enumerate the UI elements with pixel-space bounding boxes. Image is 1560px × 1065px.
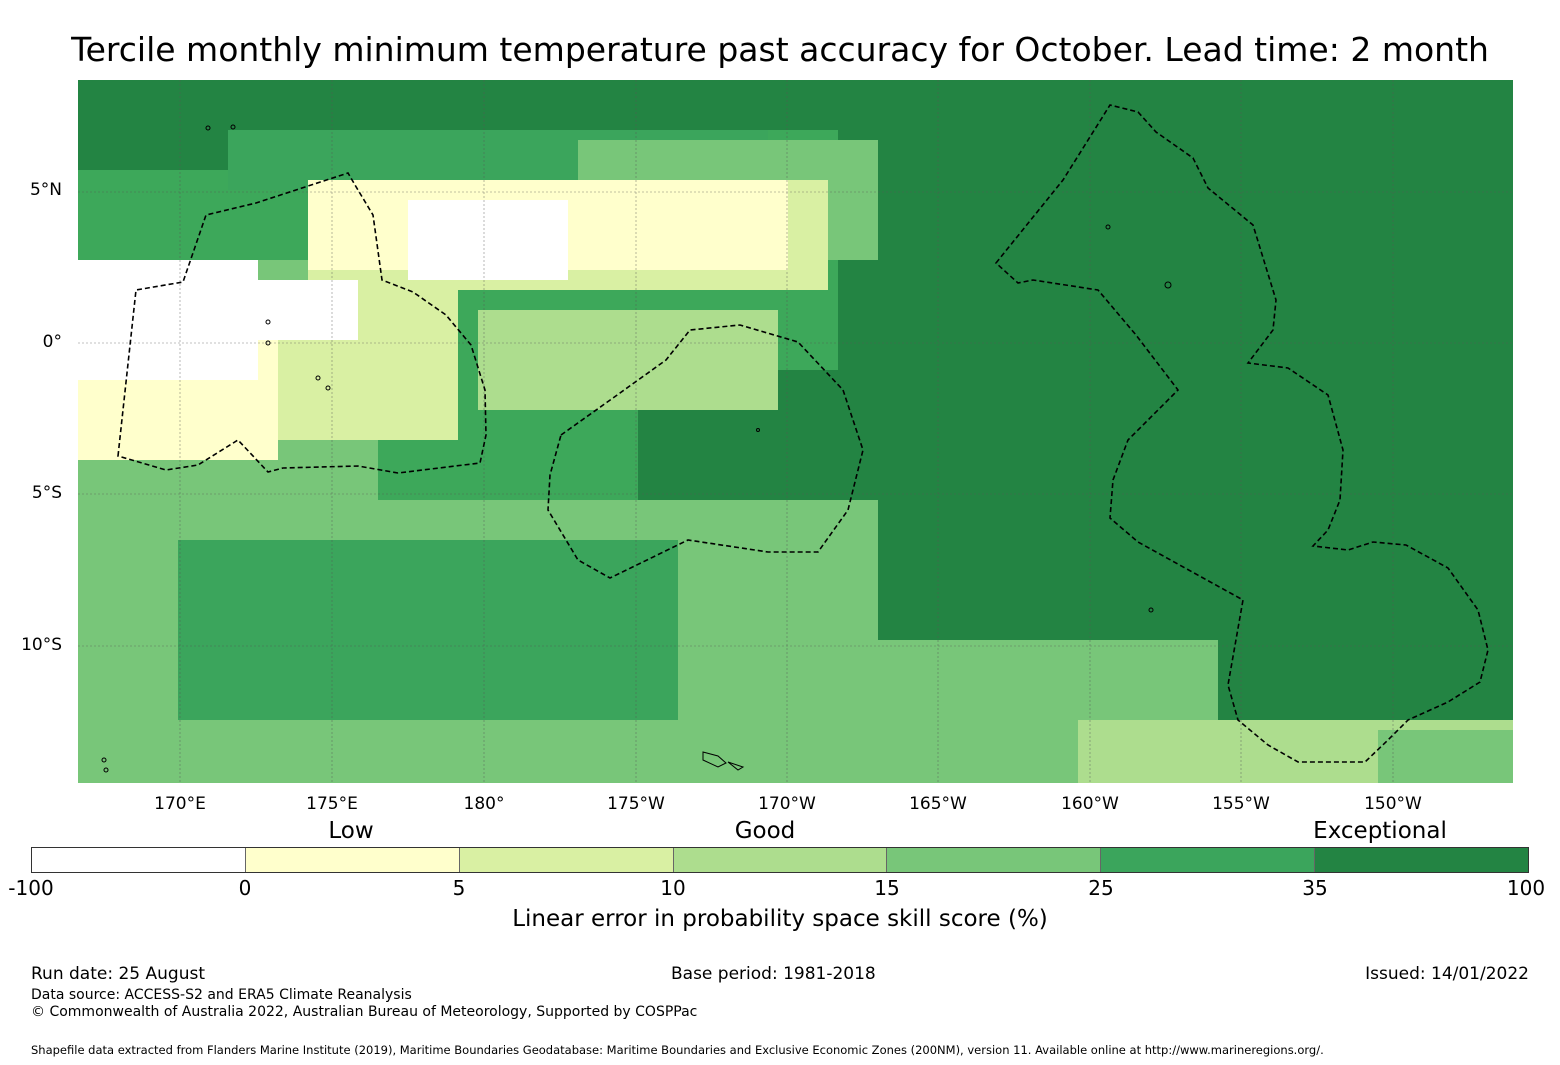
region-far-southeast-good [1378,730,1513,783]
eez-boundary-line-islands [994,104,1489,763]
lon-label-175w: 175°W [607,794,665,814]
run-date: Run date: 25 August [31,964,205,984]
copyright-notice: © Commonwealth of Australia 2022, Austra… [31,1004,698,1020]
lon-label-165w: 165°W [909,794,967,814]
lon-label-155w: 155°W [1212,794,1270,814]
lon-label-175e: 175°E [306,794,358,814]
islands [101,124,1172,773]
colorbar-tick: 35 [1302,876,1328,900]
colorbar-segment [32,848,246,872]
colorbar-tick: 10 [660,876,686,900]
colorbar-segment [1315,848,1529,872]
colorbar-segment [887,848,1102,872]
legend-category-exceptional: Exceptional [1313,818,1447,844]
region-south-mid [178,540,678,720]
eez-boundary-tokelau [547,324,864,579]
colorbar-tick: 25 [1088,876,1114,900]
colorbar-tick: 100 [1506,876,1546,900]
data-source: Data source: ACCESS-S2 and ERA5 Climate … [31,987,412,1003]
shapefile-credit: Shapefile data extracted from Flanders M… [31,1043,1324,1057]
colorbar-tick: 0 [238,876,252,900]
lat-label-5n: 5°N [29,180,62,200]
eez-boundary-kiribati-gilbert [117,172,487,474]
colorbar-segment [1101,848,1316,872]
legend-category-low: Low [328,818,374,844]
region-negative-north [408,200,568,280]
lon-label-160w: 160°W [1061,794,1119,814]
lat-label-0: 0° [42,332,62,352]
graticule [78,80,1513,783]
lon-label-170w: 170°W [758,794,816,814]
lon-label-180: 180° [463,794,505,814]
lat-label-10s: 10°S [21,635,62,655]
colorbar-segment [459,848,674,872]
colorbar-tick: -100 [8,876,54,900]
lon-label-170e: 170°E [154,794,206,814]
colorbar-label: Linear error in probability space skill … [512,906,1048,932]
lat-label-5s: 5°S [31,483,62,503]
region-center-good [478,310,778,410]
legend-colorbar [31,847,1529,873]
region-negative-west2 [178,280,358,340]
lon-label-150w: 150°W [1364,794,1422,814]
map-title: Tercile monthly minimum temperature past… [71,30,1489,69]
colorbar-segment [673,848,888,872]
colorbar-segment [245,848,460,872]
colorbar-tick: 15 [874,876,900,900]
issued-date: Issued: 14/01/2022 [1365,964,1529,984]
skill-score-map [78,80,1513,783]
colorbar-tick: 5 [452,876,466,900]
legend-category-good: Good [734,818,796,844]
base-period: Base period: 1981-2018 [671,964,876,984]
eez-boundaries [117,104,1489,763]
